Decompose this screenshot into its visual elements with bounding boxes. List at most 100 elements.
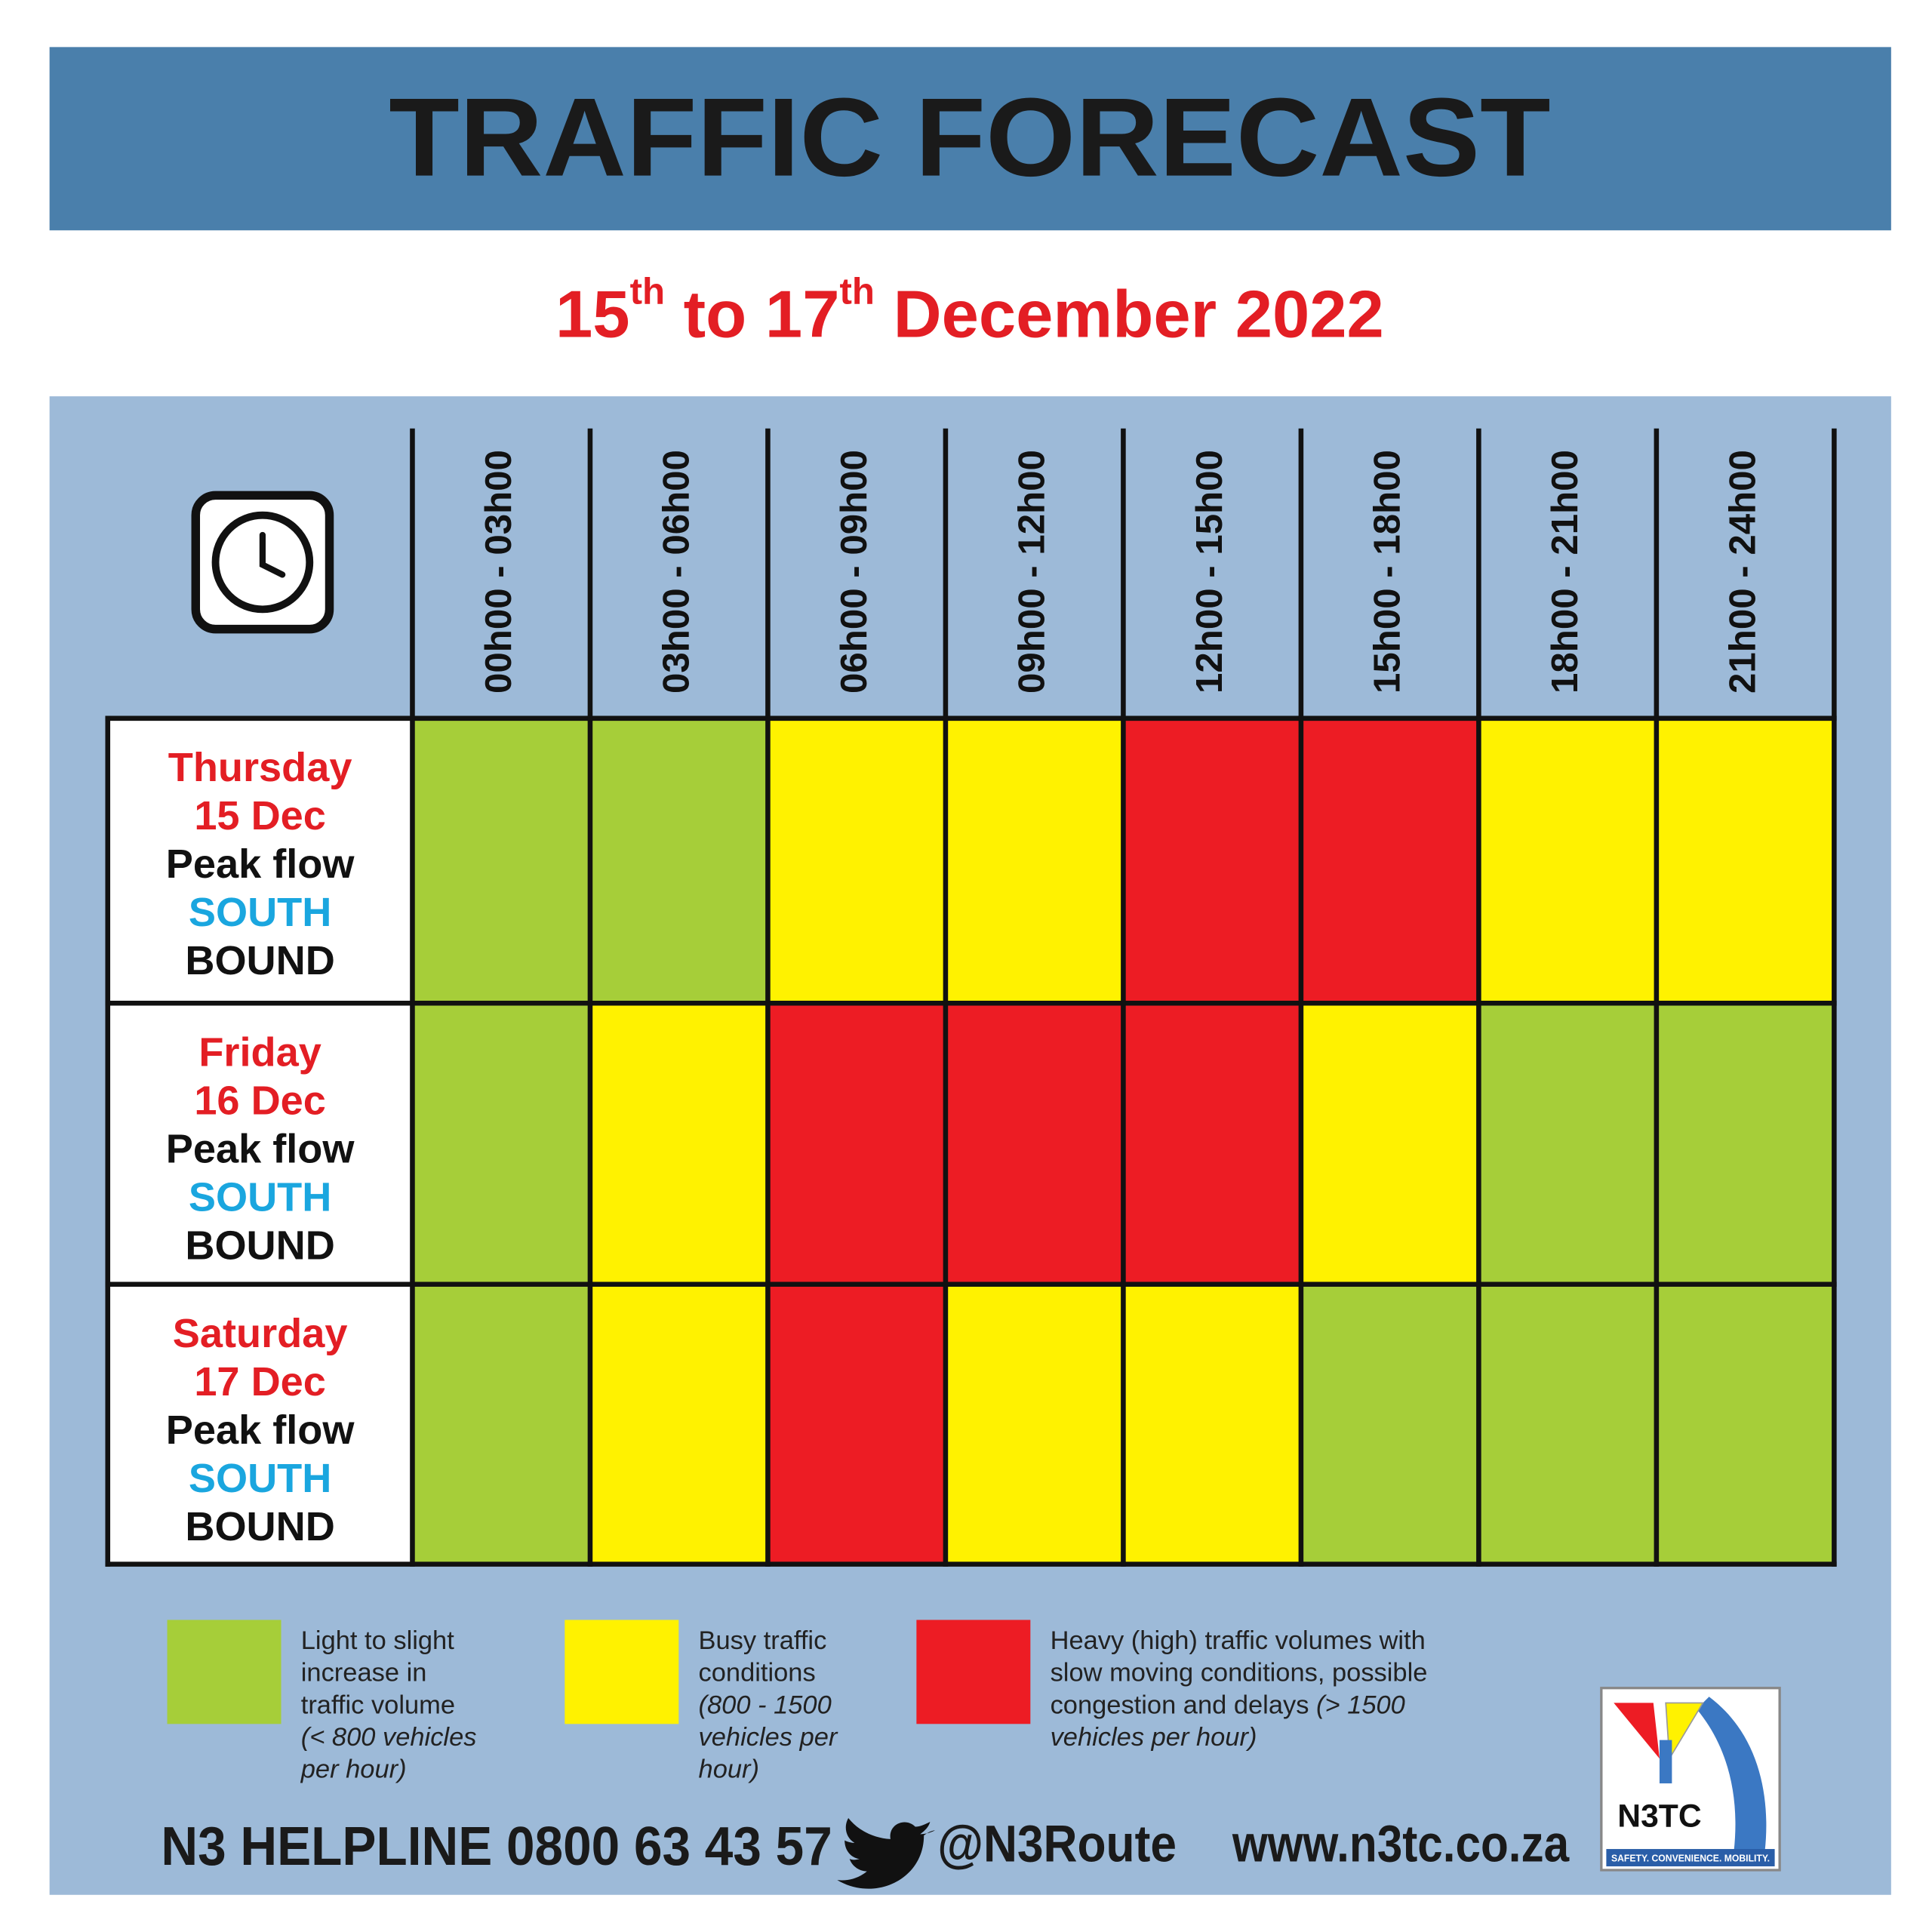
- legend-text: vehicles per hour): [1051, 1723, 1257, 1752]
- column-header: 18h00 - 21h00: [1544, 450, 1586, 694]
- clock-icon: [191, 491, 334, 634]
- forecast-cell: [589, 718, 768, 1004]
- forecast-cell: [945, 1284, 1124, 1564]
- column-header: 06h00 - 09h00: [833, 450, 875, 694]
- forecast-cell: [768, 1003, 946, 1284]
- day-label: BOUND: [185, 1504, 335, 1549]
- day-cell: [107, 1284, 413, 1564]
- twitter-icon: [837, 1818, 935, 1889]
- legend-swatch: [167, 1620, 281, 1724]
- legend-text-part: traffic volume: [301, 1690, 455, 1719]
- legend-text-part: Busy traffic: [699, 1626, 827, 1655]
- forecast-cell: [1123, 1003, 1301, 1284]
- day-label: Peak flow: [166, 1126, 355, 1171]
- day-label: BOUND: [185, 938, 335, 983]
- legend-swatch: [565, 1620, 679, 1724]
- day-label: SOUTH: [189, 890, 331, 935]
- subtitle-part: 15: [555, 277, 630, 352]
- day-label: Friday: [198, 1029, 321, 1075]
- forecast-cell: [1300, 718, 1479, 1004]
- day-label: Peak flow: [166, 1407, 355, 1453]
- header-band: [49, 47, 1891, 231]
- legend-text: congestion and delays (> 1500: [1051, 1690, 1405, 1719]
- legend-text-part: Heavy (high) traffic volumes with: [1051, 1626, 1426, 1655]
- legend-text: Busy traffic: [699, 1626, 827, 1655]
- legend-text: increase in: [301, 1659, 427, 1687]
- forecast-cell: [412, 718, 590, 1004]
- day-label: SOUTH: [189, 1456, 331, 1501]
- legend-text: hour): [699, 1755, 759, 1784]
- day-cell: [107, 1003, 413, 1284]
- legend-text: (< 800 vehicles: [301, 1723, 477, 1752]
- legend-text-part: congestion and delays: [1051, 1690, 1316, 1719]
- superscript: th: [630, 270, 665, 312]
- logo: [1600, 1687, 1781, 1872]
- forecast-cell: [1656, 1003, 1835, 1284]
- forecast-cell: [412, 1003, 590, 1284]
- forecast-cell: [1478, 718, 1657, 1004]
- twitter-handle: @N3Route: [937, 1815, 1177, 1873]
- subtitle-part: December 2022: [875, 277, 1384, 352]
- day-label: Peak flow: [166, 841, 355, 887]
- day-label: BOUND: [185, 1223, 335, 1268]
- column-header: 12h00 - 15h00: [1189, 450, 1230, 694]
- forecast-cell: [1300, 1003, 1479, 1284]
- forecast-cell: [1656, 1284, 1835, 1564]
- legend-text: slow moving conditions, possible: [1051, 1659, 1428, 1687]
- legend-text-part: Light to slight: [301, 1626, 454, 1655]
- forecast-cell: [945, 718, 1124, 1004]
- legend-text-part: (> 1500: [1316, 1690, 1405, 1719]
- legend-text: traffic volume: [301, 1690, 455, 1719]
- day-label: 17 Dec: [194, 1359, 326, 1404]
- legend-swatch: [916, 1620, 1031, 1724]
- legend-text: Light to slight: [301, 1626, 454, 1655]
- title: TRAFFIC FORECAST: [389, 75, 1550, 200]
- column-header: 03h00 - 06h00: [656, 450, 697, 694]
- legend-text: per hour): [300, 1755, 407, 1784]
- legend-text-part: conditions: [699, 1659, 816, 1687]
- subtitle: 15th to 17th December 2022: [555, 270, 1384, 352]
- superscript: th: [839, 270, 874, 312]
- legend-text-part: hour): [699, 1755, 759, 1784]
- legend-text-part: vehicles per hour): [1051, 1723, 1257, 1752]
- day-label: 16 Dec: [194, 1078, 326, 1123]
- column-header: 09h00 - 12h00: [1011, 450, 1053, 694]
- day-cell: [107, 718, 413, 1004]
- forecast-cell: [589, 1284, 768, 1564]
- forecast-cell: [768, 718, 946, 1004]
- logo-name: N3TC: [1617, 1798, 1701, 1834]
- forecast-cell: [589, 1003, 768, 1284]
- forecast-cell: [1123, 718, 1301, 1004]
- legend-text-part: increase in: [301, 1659, 427, 1687]
- website: www.n3tc.co.za: [1232, 1815, 1570, 1873]
- legend-text-part: vehicles per: [699, 1723, 838, 1752]
- forecast-cell: [1656, 718, 1835, 1004]
- subtitle-part: to 17: [665, 277, 839, 352]
- forecast-cell: [768, 1284, 946, 1564]
- logo-tagline: SAFETY. CONVENIENCE. MOBILITY.: [1611, 1853, 1770, 1864]
- legend-text-part: slow moving conditions, possible: [1051, 1659, 1428, 1687]
- forecast-cell: [1123, 1284, 1301, 1564]
- legend-text-part: per hour): [300, 1755, 407, 1784]
- day-label: SOUTH: [189, 1174, 331, 1220]
- forecast-cell: [945, 1003, 1124, 1284]
- forecast-cell: [1478, 1284, 1657, 1564]
- forecast-cell: [412, 1284, 590, 1564]
- legend-text-part: (800 - 1500: [699, 1690, 832, 1719]
- legend-text-part: (< 800 vehicles: [301, 1723, 477, 1752]
- legend-text: vehicles per: [699, 1723, 838, 1752]
- forecast-cell: [1300, 1284, 1479, 1564]
- column-header: 21h00 - 24h00: [1722, 450, 1764, 694]
- legend-text: Heavy (high) traffic volumes with: [1051, 1626, 1426, 1655]
- day-label: Saturday: [173, 1311, 348, 1356]
- legend-text: (800 - 1500: [699, 1690, 832, 1719]
- helpline: N3 HELPLINE 0800 63 43 57: [161, 1817, 832, 1877]
- day-label: 15 Dec: [194, 793, 326, 838]
- column-header: 15h00 - 18h00: [1367, 450, 1408, 694]
- column-header: 00h00 - 03h00: [478, 450, 519, 694]
- day-label: Thursday: [168, 745, 352, 790]
- forecast-cell: [1478, 1003, 1657, 1284]
- legend-text: conditions: [699, 1659, 816, 1687]
